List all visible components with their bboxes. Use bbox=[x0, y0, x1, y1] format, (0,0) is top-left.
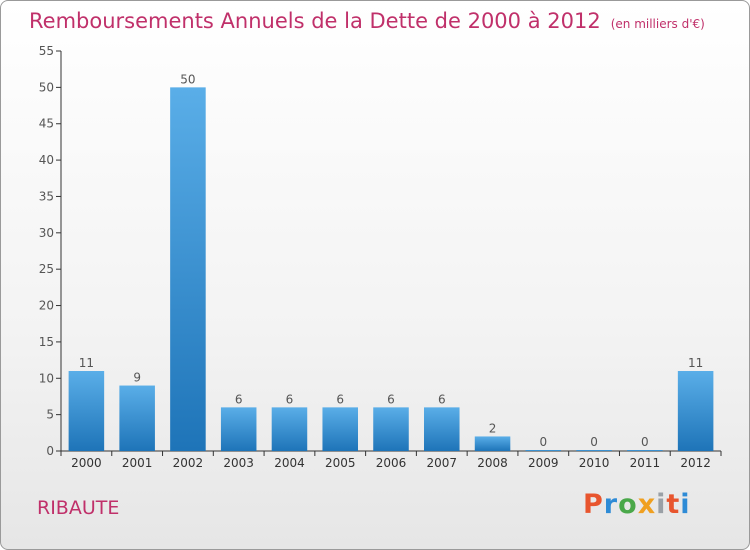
data-label: 6 bbox=[387, 392, 395, 406]
data-label: 2 bbox=[489, 421, 497, 435]
y-tick-label: 50 bbox=[39, 80, 54, 94]
data-label: 11 bbox=[688, 356, 703, 370]
chart-title: Remboursements Annuels de la Dette de 20… bbox=[29, 9, 705, 33]
logo-letter: t bbox=[666, 489, 681, 520]
bar bbox=[68, 371, 105, 451]
x-tick-label: 2002 bbox=[173, 456, 204, 470]
y-tick-label: 45 bbox=[39, 117, 54, 131]
logo-letter: i bbox=[656, 489, 667, 520]
x-tick-label: 2012 bbox=[680, 456, 711, 470]
bar bbox=[119, 385, 155, 451]
x-tick-label: 2005 bbox=[325, 456, 356, 470]
logo-letter: x bbox=[637, 489, 657, 520]
bar bbox=[525, 450, 562, 451]
data-label: 0 bbox=[641, 435, 649, 449]
y-tick-label: 20 bbox=[39, 299, 54, 313]
y-tick-label: 55 bbox=[39, 44, 54, 58]
chart-title-text: Remboursements Annuels de la Dette de 20… bbox=[29, 9, 601, 33]
data-label: 11 bbox=[79, 356, 94, 370]
y-tick-label: 35 bbox=[39, 189, 54, 203]
bar bbox=[424, 407, 460, 451]
x-tick-label: 2008 bbox=[477, 456, 508, 470]
data-label: 6 bbox=[235, 392, 243, 406]
bar bbox=[220, 407, 257, 451]
bar bbox=[170, 87, 206, 451]
logo-letter: r bbox=[603, 489, 619, 520]
bar bbox=[474, 436, 511, 451]
data-label: 6 bbox=[438, 392, 446, 406]
data-label: 9 bbox=[133, 371, 141, 385]
y-tick-label: 15 bbox=[39, 335, 54, 349]
bar bbox=[322, 407, 358, 451]
logo-letter: P bbox=[583, 489, 604, 520]
bar bbox=[677, 371, 714, 451]
y-tick-label: 10 bbox=[39, 371, 54, 385]
x-axis: 2000 2001 2002 2003 2004 2005 2006 2007 2008 2009… bbox=[60, 450, 722, 470]
y-tick-label: 40 bbox=[39, 153, 54, 167]
bar bbox=[576, 450, 612, 451]
x-tick-label: 2010 bbox=[579, 456, 610, 470]
x-tick-label: 2009 bbox=[528, 456, 559, 470]
y-tick-label: 25 bbox=[39, 262, 54, 276]
y-axis: 0 5 10 15 20 25 30 35 40 45 50 55 bbox=[39, 44, 62, 458]
y-tick-label: 5 bbox=[46, 408, 54, 422]
bar bbox=[373, 407, 409, 451]
data-label: 0 bbox=[539, 435, 547, 449]
x-tick-label: 2001 bbox=[122, 456, 153, 470]
chart-unit: (en milliers d'€) bbox=[610, 17, 705, 31]
x-tick-label: 2011 bbox=[630, 456, 661, 470]
logo-letter: i bbox=[680, 489, 691, 520]
x-tick-label: 2000 bbox=[71, 456, 102, 470]
logo-letter: o bbox=[618, 489, 638, 520]
proxiti-logo: Proxiti bbox=[583, 489, 691, 520]
y-tick-label: 0 bbox=[46, 444, 54, 458]
bar bbox=[627, 450, 663, 451]
x-tick-label: 2004 bbox=[274, 456, 305, 470]
bar bbox=[271, 407, 308, 451]
data-label: 0 bbox=[590, 435, 598, 449]
y-tick-label: 30 bbox=[39, 226, 54, 240]
data-label: 6 bbox=[336, 392, 344, 406]
x-tick-label: 2003 bbox=[223, 456, 254, 470]
commune-name: RIBAUTE bbox=[37, 497, 120, 519]
x-tick-label: 2006 bbox=[376, 456, 407, 470]
data-label: 6 bbox=[286, 392, 294, 406]
x-tick-label: 2007 bbox=[426, 456, 457, 470]
data-label: 50 bbox=[180, 72, 195, 86]
bars: 11 9 50 6 6 6 6 6 2 0 0 0 11 bbox=[68, 72, 714, 451]
